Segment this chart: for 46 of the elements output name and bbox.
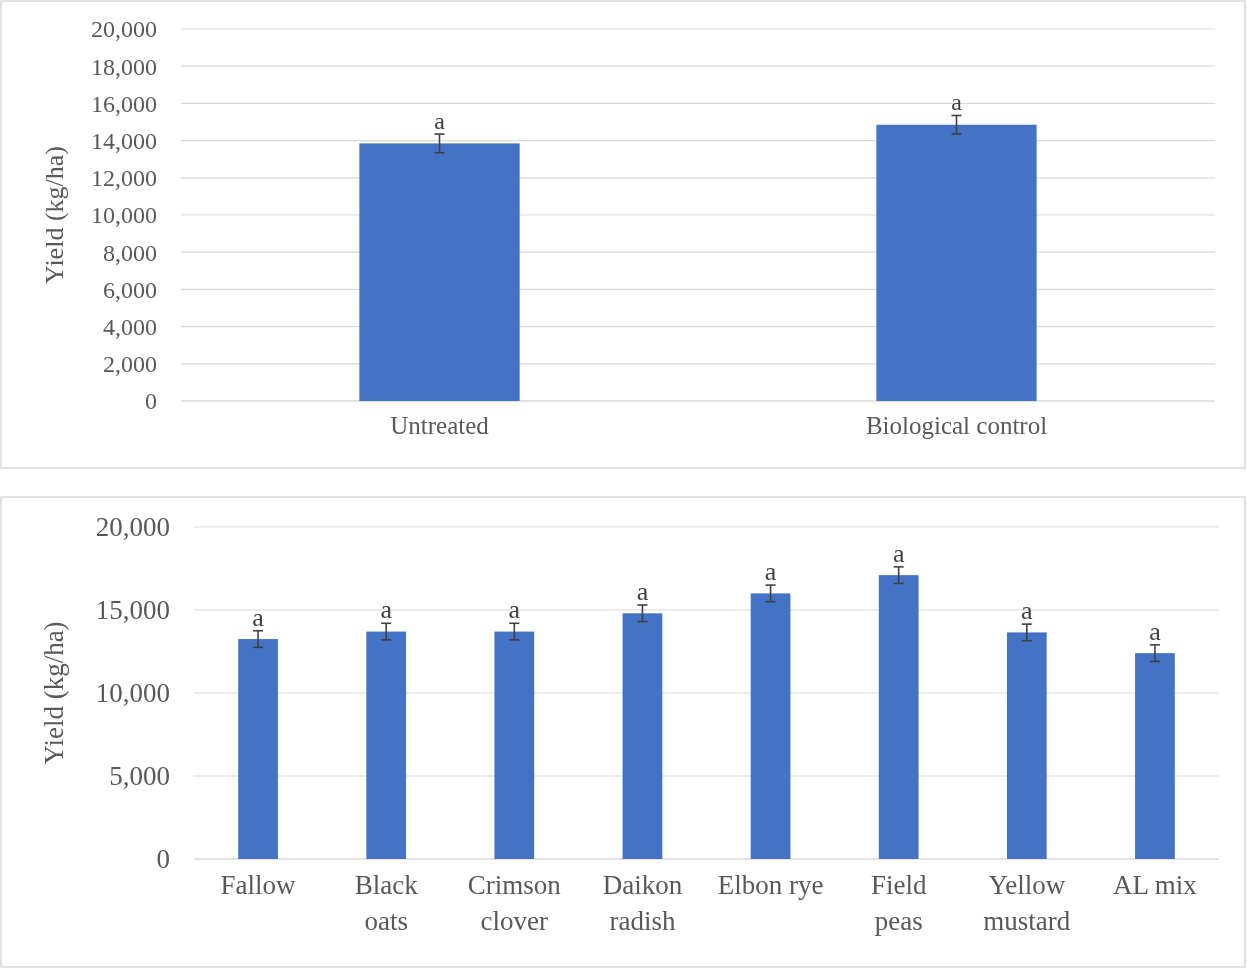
y-tick-label: 4,000	[103, 314, 157, 340]
y-tick-label: 20,000	[95, 512, 170, 543]
y-tick-label: 18,000	[91, 53, 157, 80]
x-tick-label: AL mix	[1113, 870, 1198, 900]
bar	[494, 631, 535, 859]
bar	[1135, 653, 1175, 859]
x-tick-label: Daikon radish	[602, 870, 683, 937]
bar	[238, 639, 278, 859]
y-tick-label: 20,000	[91, 16, 157, 43]
x-tick-label: Untreated	[390, 412, 490, 439]
y-tick-label: 12,000	[91, 165, 157, 192]
y-tick-label: 15,000	[95, 595, 170, 626]
y-tick-label: 0	[145, 388, 157, 415]
y-tick-label: 10,000	[95, 678, 170, 709]
y-tick-label: 8,000	[103, 239, 157, 266]
y-tick-label: 5,000	[109, 761, 170, 792]
x-tick-label: Black oats	[354, 870, 419, 937]
annotation: a	[636, 577, 649, 607]
annotation: a	[434, 108, 446, 135]
y-tick-label: 0	[156, 844, 170, 875]
x-tick-label: Biological control	[865, 412, 1048, 439]
bar	[366, 631, 407, 859]
bar	[878, 575, 919, 859]
y-tick-label: 2,000	[103, 351, 157, 378]
y-tick-label: 10,000	[91, 202, 157, 229]
y-axis-title: Yield (kg/ha)	[40, 146, 70, 284]
annotation: a	[892, 538, 905, 568]
bar	[750, 593, 791, 859]
y-tick-label: 16,000	[91, 90, 157, 117]
annotation: a	[1021, 596, 1034, 626]
annotation: a	[252, 602, 265, 632]
x-tick-label: Elbon rye	[717, 870, 824, 900]
y-tick-label: 6,000	[103, 276, 157, 303]
annotation: a	[764, 557, 777, 587]
bar	[622, 613, 663, 859]
annotation: a	[508, 595, 521, 625]
annotation: a	[1149, 616, 1162, 646]
x-tick-label: Yellow mustard	[983, 870, 1071, 937]
y-tick-label: 14,000	[91, 128, 157, 154]
x-tick-label: Crimson clover	[467, 870, 562, 937]
annotation: a	[380, 595, 393, 625]
annotation: a	[951, 89, 963, 116]
y-axis-title: Yield (kg/ha)	[39, 621, 70, 765]
bar	[1006, 632, 1047, 859]
x-tick-label: Fallow	[220, 870, 297, 900]
x-tick-label: Field peas	[870, 870, 927, 937]
